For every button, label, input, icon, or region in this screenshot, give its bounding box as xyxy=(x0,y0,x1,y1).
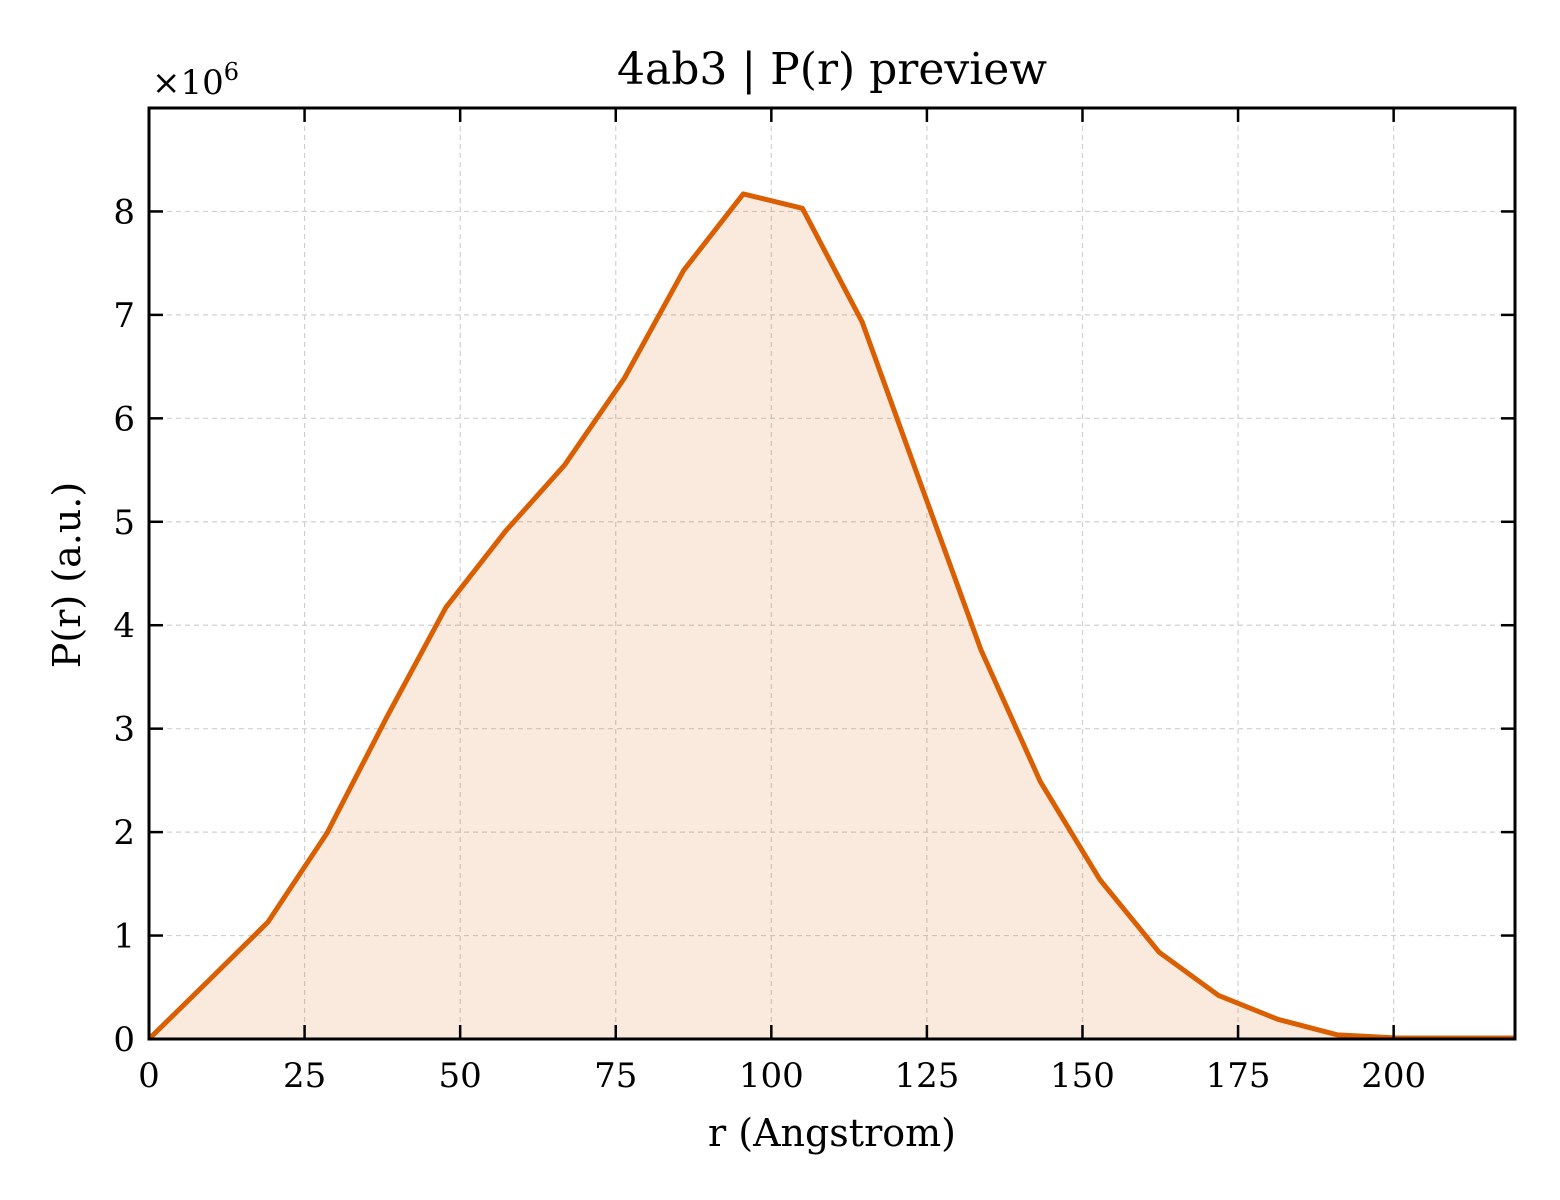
x-tick-label: 75 xyxy=(594,1056,637,1096)
x-tick-label: 150 xyxy=(1050,1056,1115,1096)
ticks xyxy=(147,108,1515,1041)
y-tick-label: 1 xyxy=(113,917,135,957)
series-area-fill xyxy=(149,193,1515,1039)
y-tick-label: 8 xyxy=(113,192,135,232)
y-tick-label: 4 xyxy=(113,606,135,646)
y-axis-label: P(r) (a.u.) xyxy=(45,482,89,668)
plot-area xyxy=(147,191,1516,1041)
x-tick-label: 100 xyxy=(739,1056,804,1096)
y-multiplier: ×106 xyxy=(152,58,239,103)
y-multiplier-exponent: 6 xyxy=(224,58,239,86)
y-tick-label: 7 xyxy=(113,296,135,336)
y-tick-label: 2 xyxy=(113,813,135,853)
x-tick-label: 0 xyxy=(138,1056,160,1096)
y-tick-label: 5 xyxy=(113,503,135,543)
chart-title: 4ab3 | P(r) preview xyxy=(617,44,1047,95)
y-multiplier-base: ×10 xyxy=(152,63,224,103)
x-tick-label: 125 xyxy=(894,1056,959,1096)
axes-frame xyxy=(147,106,1517,1041)
x-tick-label: 50 xyxy=(439,1056,482,1096)
y-tick-label: 6 xyxy=(113,399,135,439)
tick-labels: 0 25 50 75 100 125 150 175 200 0 1 2 3 4 5 6 7 8 xyxy=(113,192,1426,1096)
y-tick-label: 3 xyxy=(113,710,135,750)
x-tick-label: 175 xyxy=(1206,1056,1271,1096)
x-tick-label: 25 xyxy=(283,1056,326,1096)
y-tick-label: 0 xyxy=(113,1020,135,1060)
x-axis-label: r (Angstrom) xyxy=(708,1111,956,1155)
series-line xyxy=(147,191,1515,1041)
x-tick-label: 200 xyxy=(1361,1056,1426,1096)
